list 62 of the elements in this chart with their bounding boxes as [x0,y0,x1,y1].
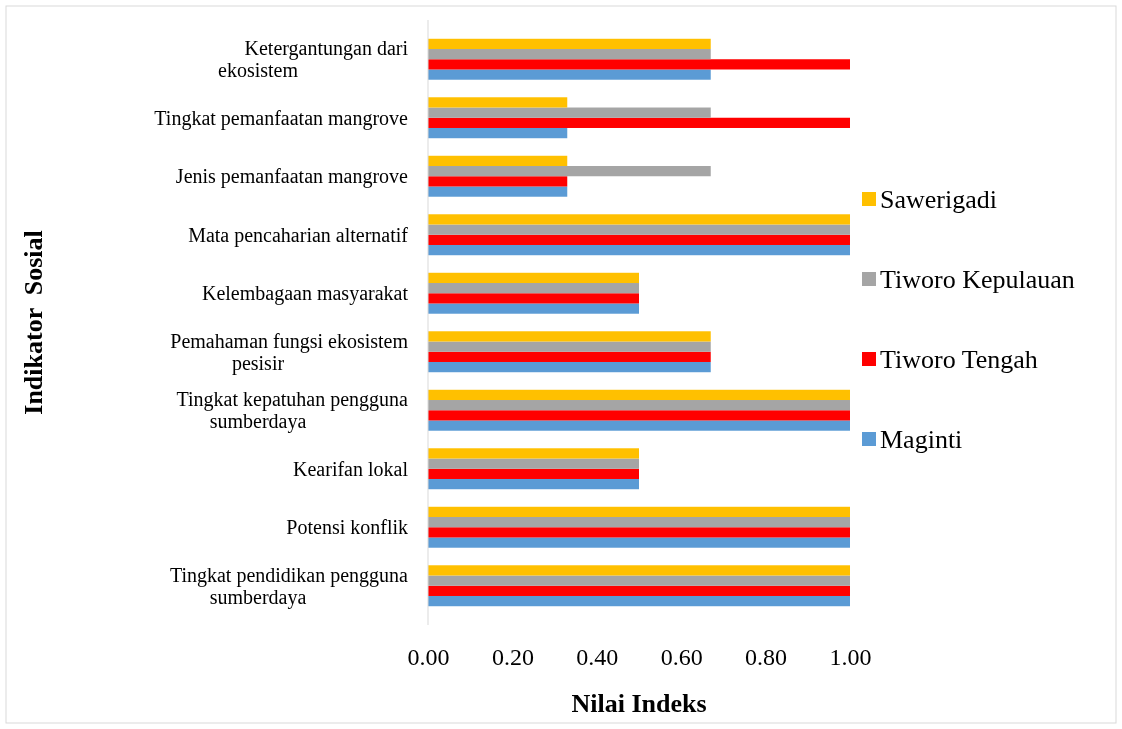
bar [428,214,850,225]
y-tick-label: Kelembagaan masyarakat [201,282,409,306]
x-tick-label: 0.40 [576,644,619,671]
bar [428,448,639,459]
bar [428,361,711,373]
y-tick-label: Tingkat pendidikan pengguna sumberdaya [169,563,409,609]
bar [428,155,568,167]
bar [428,38,711,50]
legend-label: Maginti [880,425,963,454]
bar [428,585,850,596]
bar [428,341,711,352]
bar [428,59,850,70]
y-tick-label: Kearifan lokal [293,457,409,480]
y-tick-label: Pemahaman fungsi ekosistem pesisir [170,329,409,375]
bar [428,117,850,128]
y-tick-label: Ketergantungan dari ekosistem [218,37,409,82]
bar [428,234,850,245]
legend-label: Tiworo Kepulauan [880,265,1075,294]
bar [428,303,639,314]
y-tick-label: Jenis pemanfaatan mangrove [175,165,409,189]
y-tick-label: Mata pencaharian alternatif [188,223,409,247]
bar [428,420,850,431]
bar [428,517,850,528]
bar [428,458,639,469]
legend-label: Sawerigadi [880,185,997,214]
bar [428,176,568,187]
bar [428,127,568,139]
bar [428,186,568,197]
bar [428,478,639,490]
bar [428,293,639,304]
bar [428,49,711,60]
x-tick-label: 0.20 [491,644,534,671]
x-axis-title: Nilai Indeks [571,689,707,718]
bar [428,244,850,256]
bar [428,389,850,401]
x-tick-label: 0.00 [407,644,450,671]
bar [428,575,850,586]
bar [428,506,850,518]
x-tick-label: 1.00 [829,644,872,671]
bar [428,537,850,548]
bar [428,565,850,576]
bar [428,527,850,538]
y-tick-label: Tingkat kepatuhan pengguna sumberdaya [176,388,409,434]
legend-label: Tiworo Tengah [880,345,1038,374]
y-tick-label: Potensi konflik [286,516,408,539]
x-tick-label: 0.80 [745,644,788,671]
bar [428,97,568,108]
y-tick-label: Tingkat pemanfaatan mangrove [154,106,409,130]
bar [428,351,711,362]
bar [428,283,639,294]
bar [428,468,639,479]
bar [428,224,850,235]
bar [428,595,850,607]
bar [428,69,711,80]
bar [428,272,639,284]
bar [428,331,711,342]
bar [428,166,711,177]
x-tick-label: 0.60 [660,644,703,671]
bar [428,400,850,411]
bar [428,410,850,421]
y-axis-title: Indikator Sosial [19,230,48,415]
bar [428,107,711,118]
